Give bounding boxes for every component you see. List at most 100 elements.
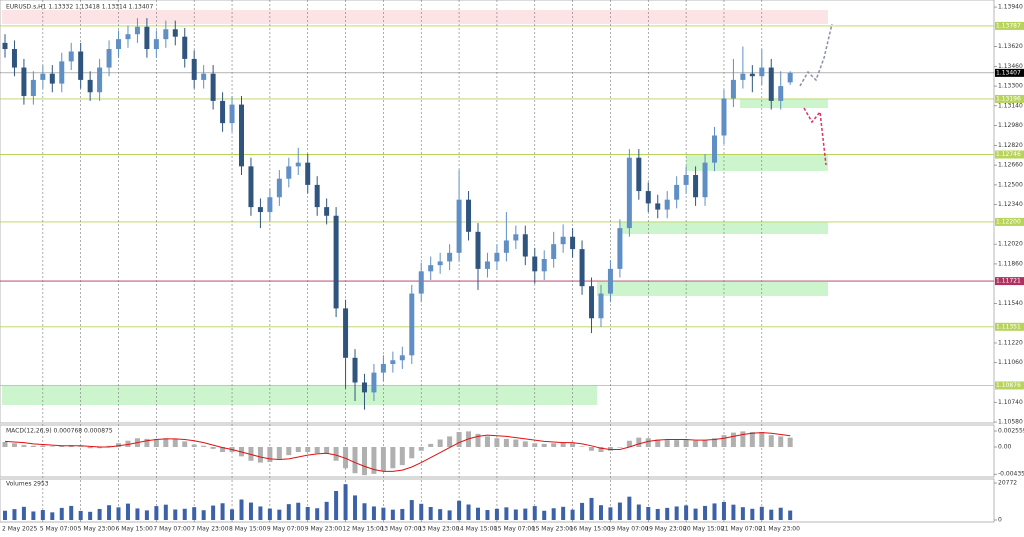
candle-body (664, 199, 670, 210)
candle-body (125, 34, 131, 40)
candle-body (248, 166, 254, 208)
level-label: 1.10876 (996, 382, 1021, 389)
macd-bar (551, 443, 557, 447)
candle-body (466, 199, 472, 232)
candle-body (702, 162, 708, 198)
volume-bar (324, 501, 329, 520)
volume-bar (457, 500, 462, 520)
y-tick-label: 1.10740 (998, 399, 1023, 406)
y-tick-label: 1.11540 (998, 300, 1023, 307)
candle-body (683, 175, 689, 185)
candle-body (97, 67, 103, 93)
x-tick-label: 13 May 23:00 (418, 526, 459, 533)
candle-body (768, 67, 774, 101)
volume-bar (665, 507, 670, 520)
x-tick-label: 16 May 15:00 (570, 526, 611, 533)
x-tick-label: 19 May 23:00 (645, 526, 686, 533)
macd-bar (11, 443, 17, 447)
macd-bar (78, 446, 84, 447)
volume-bar (703, 505, 708, 520)
macd-bar (589, 447, 595, 451)
volume-bar (598, 505, 603, 520)
macd-bar (144, 438, 150, 447)
candle-body (220, 100, 226, 124)
volume-bar (561, 506, 566, 520)
y-tick-label: 1.11220 (998, 339, 1023, 346)
macd-bar (125, 440, 131, 447)
y-tick-label: 1.12980 (998, 122, 1023, 129)
x-tick-label: 21 May 23:00 (759, 526, 800, 533)
volume-bar (532, 506, 537, 520)
volume-bar (769, 509, 774, 520)
volume-bar (646, 506, 651, 520)
volume-bar (542, 510, 547, 520)
x-tick-label: 15 May 07:00 (494, 526, 535, 533)
candle-body (305, 162, 311, 185)
candle-body (286, 166, 292, 179)
candle-body (787, 72, 793, 83)
volume-bar (409, 500, 414, 520)
y-tick-label: 1.12820 (998, 142, 1023, 149)
volume-bar (3, 510, 7, 520)
candle-body (418, 271, 424, 294)
macd-bar (97, 447, 103, 449)
volume-bar (419, 503, 424, 520)
macd-bar (380, 447, 386, 472)
macd-bar (570, 443, 576, 447)
macd-bar (314, 447, 320, 454)
volume-bar (69, 505, 74, 520)
macd-bar (324, 447, 330, 454)
volume-tick-label: 0 (998, 517, 1002, 524)
forecast-up (799, 23, 833, 87)
candle-body (276, 178, 282, 198)
support-zone (740, 99, 828, 108)
volume-bar (154, 506, 159, 520)
x-tick-label: 5 May 07:00 (40, 526, 78, 533)
volume-bar (192, 507, 197, 520)
macd-bar (702, 440, 708, 447)
marks (2, 18, 793, 520)
macd-bar (352, 447, 358, 474)
macd-bar (437, 439, 443, 447)
volume-bar (267, 508, 272, 520)
candle-body (399, 355, 405, 361)
macd-bar (172, 438, 178, 447)
x-tick-label: 9 May 23:00 (305, 526, 343, 533)
level-label: 1.13196 (996, 95, 1021, 102)
candle-body (409, 293, 415, 356)
macd-bar (532, 443, 538, 447)
candle-body (40, 73, 46, 80)
macd-bar (579, 446, 585, 447)
macd-bar (257, 447, 263, 463)
candle-body (68, 51, 74, 62)
candle-body (229, 104, 235, 124)
volume-bar (381, 507, 386, 520)
y-tick-label: 1.12660 (998, 162, 1023, 169)
volume-bar (674, 506, 679, 520)
candle-body (494, 252, 500, 262)
candle-body (721, 98, 727, 136)
macd-bar (522, 441, 528, 447)
y-tick-label: 1.13460 (998, 63, 1023, 70)
volume-bar (144, 510, 149, 520)
candle-body (257, 207, 263, 213)
macd-bar (541, 443, 547, 447)
macd-bar (267, 447, 273, 462)
volume-bar (485, 510, 490, 520)
candle-body (560, 236, 566, 245)
macd-bar (768, 435, 774, 447)
volume-bar (211, 505, 216, 520)
candle-body (740, 73, 746, 80)
macd-bar (286, 447, 292, 456)
candle-body (295, 162, 301, 167)
x-tick-label: 7 May 23:00 (191, 526, 229, 533)
volume-bar (201, 510, 206, 520)
macd-bar (655, 439, 661, 447)
candle-body (191, 58, 197, 80)
macd-bar (740, 431, 746, 447)
volume-bar (248, 502, 253, 520)
candle-body (78, 51, 84, 80)
level-label: 1.12200 (996, 218, 1021, 225)
